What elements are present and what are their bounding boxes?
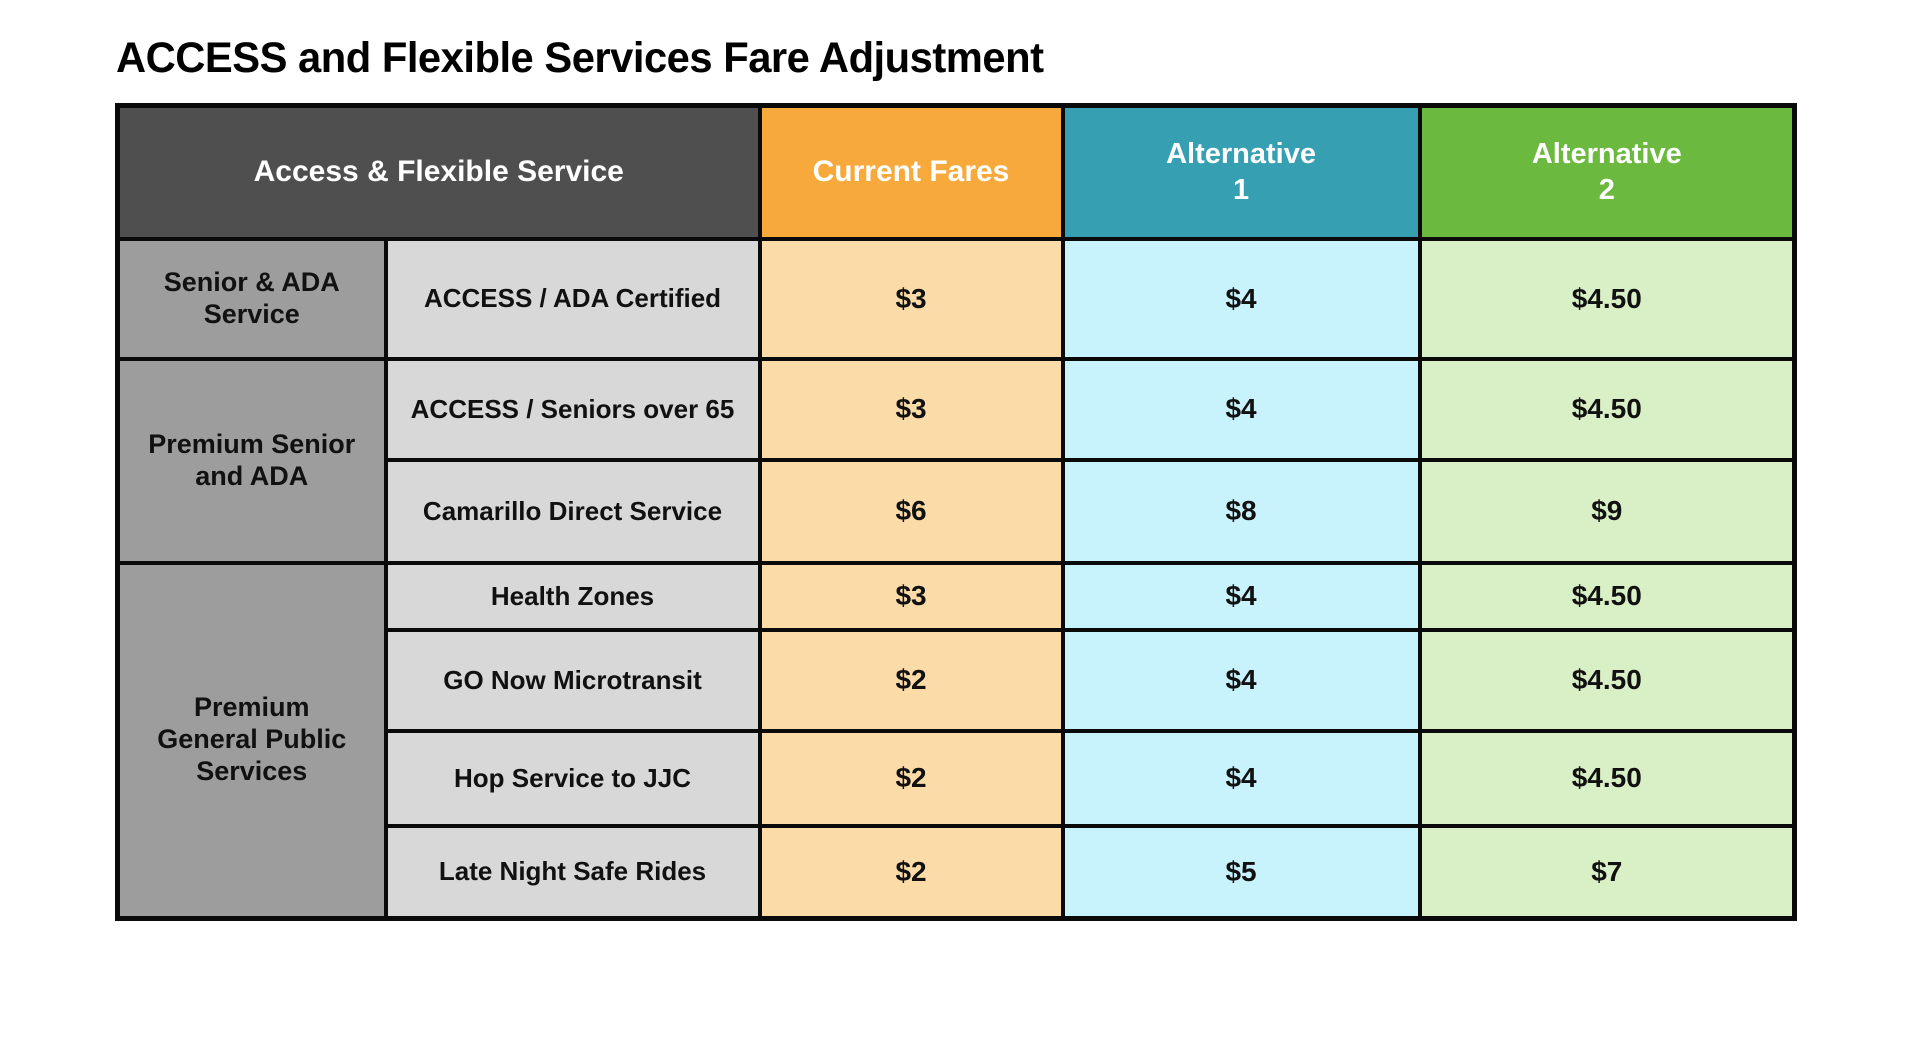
service-cell: ACCESS / Seniors over 65: [383, 356, 762, 462]
page-title: ACCESS and Flexible Services Fare Adjust…: [116, 34, 1044, 82]
fare-cell-current: $3: [757, 356, 1065, 462]
fare-cell-alt1: $5: [1060, 823, 1422, 921]
service-cell: GO Now Microtransit: [383, 627, 762, 733]
table-row: Late Night Safe Rides $2 $5 $7: [118, 823, 1797, 921]
fare-cell-alt2: $4.50: [1417, 728, 1797, 828]
table-row: Premium General Public Services Health Z…: [115, 560, 1797, 921]
group-cell-premium-senior-ada: Premium Senior and ADA: [115, 356, 388, 565]
fare-cell-current: $2: [757, 728, 1065, 828]
fare-cell-alt1: $4: [1060, 728, 1422, 828]
col-header-current-fares: Current Fares: [757, 103, 1065, 241]
col-header-alternative-1-line1: Alternative: [1166, 138, 1316, 170]
group-label-line: General Public: [157, 724, 347, 755]
group-label-line: and ADA: [195, 460, 309, 491]
col-header-alternative-1: Alternative 1: [1060, 103, 1422, 241]
group-cell-premium-general-public: Premium General Public Services: [115, 560, 388, 921]
fare-cell-alt1: $8: [1060, 457, 1422, 565]
group-label-line: Senior & ADA: [163, 266, 340, 297]
col-header-alternative-2: Alternative 2: [1417, 103, 1797, 241]
table-row: Premium Senior and ADA ACCESS / Seniors …: [115, 356, 1797, 565]
service-cell: Health Zones: [383, 560, 762, 632]
col-header-service: Access & Flexible Service: [115, 103, 762, 241]
fare-cell-alt2: $4.50: [1417, 356, 1797, 462]
fare-table: Access & Flexible Service Current Fares …: [115, 103, 1798, 921]
fare-cell-current: $3: [757, 560, 1065, 632]
service-cell: ACCESS / ADA Certified: [383, 236, 762, 361]
col-header-alternative-2-line2: 2: [1598, 174, 1615, 207]
table-row: GO Now Microtransit $2 $4 $4.50: [118, 627, 1797, 733]
col-header-alternative-2-line1: Alternative: [1531, 138, 1682, 170]
group-label-line: Service: [203, 298, 300, 329]
col-header-alternative-1-line2: 1: [1232, 174, 1250, 207]
fare-cell-alt2: $4.50: [1417, 560, 1797, 632]
fare-table-container: Access & Flexible Service Current Fares …: [115, 103, 1798, 921]
group-cell-senior-ada-service: Senior & ADA Service: [115, 236, 388, 361]
fare-cell-alt2: $7: [1417, 823, 1797, 921]
fare-cell-current: $2: [757, 627, 1065, 733]
fare-cell-current: $6: [757, 457, 1065, 565]
group-label-line: Services: [196, 756, 308, 787]
service-cell: Hop Service to JJC: [383, 728, 762, 828]
fare-cell-alt2: $4.50: [1417, 627, 1797, 733]
table-row: Hop Service to JJC $2 $4 $4.50: [118, 728, 1797, 828]
table-row: Senior & ADA Service ACCESS / ADA Certif…: [115, 236, 1797, 361]
service-cell: Camarillo Direct Service: [383, 457, 762, 565]
fare-cell-alt1: $4: [1060, 627, 1422, 733]
fare-cell-alt1: $4: [1060, 236, 1422, 361]
group-label-line: Premium Senior: [148, 428, 356, 459]
fare-cell-current: $3: [757, 236, 1065, 361]
fare-cell-alt2: $4.50: [1417, 236, 1797, 361]
group-label-line: Premium: [193, 692, 310, 723]
table-row: Camarillo Direct Service $6 $8 $9: [118, 457, 1797, 565]
header-row: Access & Flexible Service Current Fares …: [115, 103, 1797, 241]
fare-cell-alt1: $4: [1060, 560, 1422, 632]
fare-cell-alt1: $4: [1060, 356, 1422, 462]
service-cell: Late Night Safe Rides: [383, 823, 762, 921]
fare-cell-current: $2: [757, 823, 1065, 921]
fare-cell-alt2: $9: [1417, 457, 1797, 565]
